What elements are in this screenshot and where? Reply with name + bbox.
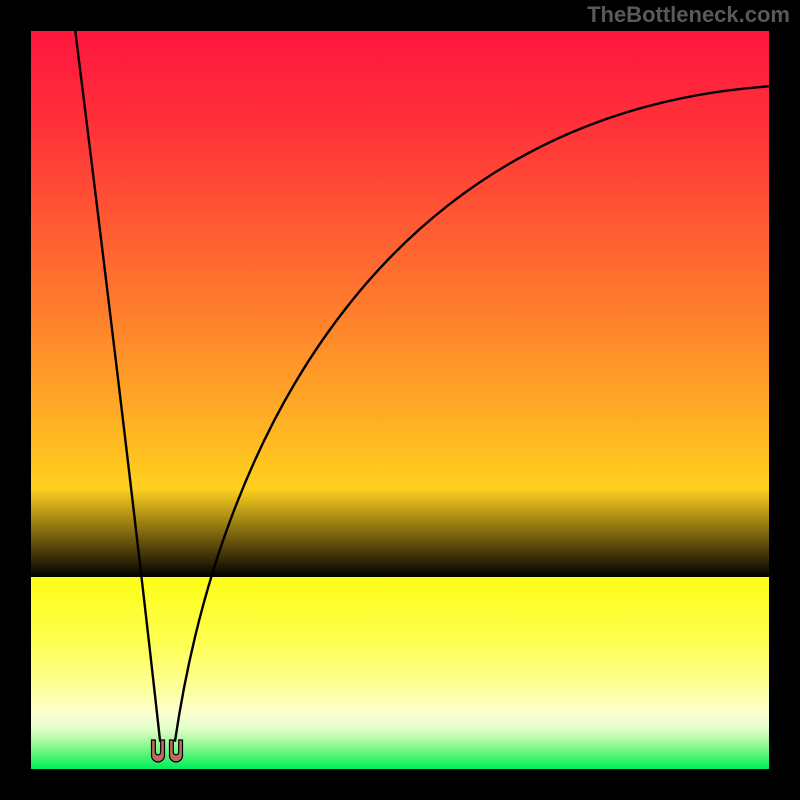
plot-area	[31, 31, 769, 769]
optimum-marker-0	[150, 739, 165, 763]
bottleneck-curve	[31, 31, 769, 769]
watermark-text: TheBottleneck.com	[587, 2, 790, 28]
curve-left-branch	[75, 31, 160, 742]
curve-right-branch	[175, 86, 769, 741]
optimum-marker-1	[168, 739, 183, 763]
chart-container: TheBottleneck.com	[0, 0, 800, 800]
